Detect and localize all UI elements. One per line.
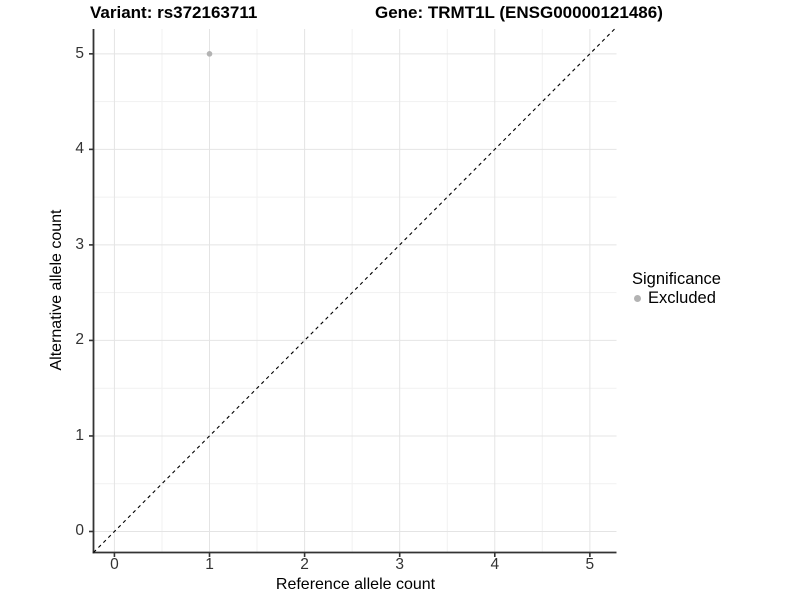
y-tick-label: 2 (75, 331, 84, 349)
y-tick-label: 0 (75, 522, 84, 540)
y-tick-label: 5 (75, 44, 84, 62)
x-tick-label: 4 (490, 556, 500, 573)
y-tick-label: 1 (75, 426, 84, 444)
legend-point-swatch (634, 295, 641, 302)
y-tick-label: 3 (75, 235, 84, 253)
legend-title: Significance (632, 270, 721, 288)
data-point (206, 51, 213, 57)
x-tick-label: 3 (395, 556, 404, 573)
x-tick-label: 2 (300, 556, 309, 573)
legend: Significance Excluded (632, 270, 721, 308)
x-axis-title: Reference allele count (275, 576, 436, 593)
y-tick-label: 4 (75, 140, 84, 158)
legend-item-excluded: Excluded (632, 289, 721, 308)
x-tick-label: 0 (110, 556, 119, 573)
identity-reference-line (93, 28, 615, 553)
plot-title-variant: Variant: rs372163711 (90, 3, 258, 22)
x-tick-label: 5 (585, 556, 595, 573)
plot-title-gene: Gene: TRMT1L (ENSG00000121486) (375, 3, 663, 22)
legend-item-label: Excluded (648, 289, 716, 307)
x-tick-label: 1 (205, 556, 214, 573)
